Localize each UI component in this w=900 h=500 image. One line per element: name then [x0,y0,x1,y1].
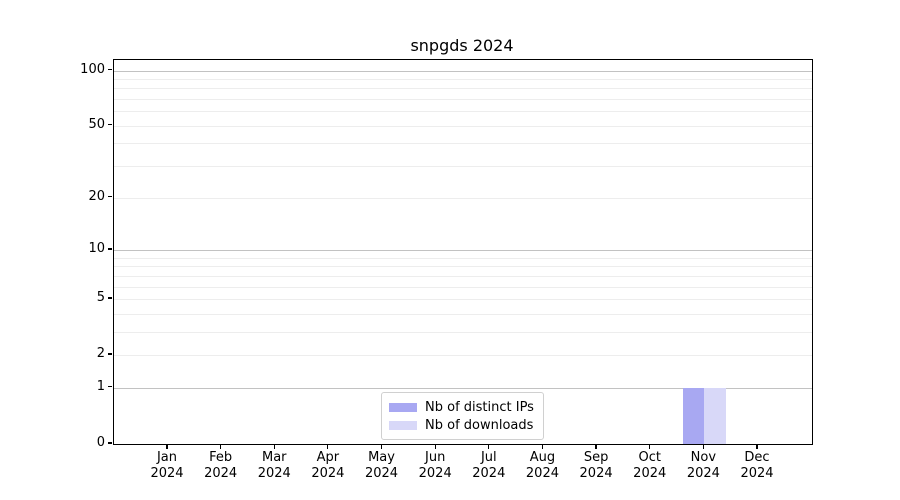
y-tick-label: 5 [96,289,105,305]
y-tick-mark [108,196,112,198]
y-tick-mark [108,68,112,71]
x-tick-mark [649,444,651,449]
x-tick-mark [702,444,704,449]
gridline-minor [114,313,812,315]
gridline-minor [114,298,812,300]
bar-nb-of-downloads [704,387,726,444]
legend-swatch [389,420,417,430]
gridline-decade [114,387,812,389]
x-tick-mark [541,444,544,449]
y-tick-label: 20 [88,188,105,204]
y-tick-label: 0 [96,435,105,450]
gridline-minor [114,99,812,101]
gridline-minor [114,143,812,145]
x-tick-label: Aug 2024 [525,450,559,481]
y-tick-label: 2 [96,346,105,362]
gridline-minor [114,197,812,199]
chart-title: snpgds 2024 [410,36,514,55]
y-tick-mark [108,248,112,250]
x-tick-label: Dec 2024 [740,450,774,481]
x-tick-mark [434,444,436,449]
legend: Nb of distinct IPs Nb of downloads [381,392,544,440]
y-tick-mark [108,124,112,126]
x-tick-label: Jul 2024 [472,450,506,481]
x-tick-label: Jun 2024 [418,450,452,481]
gridline-minor [114,257,812,259]
y-tick-mark [108,353,112,355]
legend-swatch [389,402,417,412]
gridline-minor [114,111,812,113]
x-tick-label: Oct 2024 [633,450,667,481]
y-tick-mark [108,442,112,444]
y-tick-mark [108,297,112,299]
gridline-decade [114,70,812,72]
gridline-minor [114,125,812,127]
x-tick-label: May 2024 [364,450,399,481]
y-tick-label: 1 [96,378,105,394]
x-tick-mark [380,444,383,449]
x-tick-label: Jan 2024 [150,450,184,481]
y-tick-label: 50 [88,116,105,132]
x-tick-mark [166,444,168,449]
x-tick-label: Apr 2024 [311,450,345,481]
y-tick-mark [108,386,112,388]
plot-area: Nb of distinct IPs Nb of downloads [113,59,813,445]
bar-nb-of-distinct-ips [682,387,705,444]
gridline-decade [114,249,812,251]
gridline-minor [114,275,812,277]
x-tick-mark [488,444,490,449]
gridline-minor [114,355,812,357]
x-tick-mark [327,444,329,449]
gridline-minor [114,166,812,168]
x-tick-label: Nov 2024 [686,450,720,481]
x-tick-mark [756,444,758,449]
y-tick-label: 10 [88,240,105,256]
gridline-minor [114,88,812,90]
gridline-minor [114,331,812,333]
y-tick-label: 100 [80,61,105,77]
legend-label: Nb of distinct IPs [425,399,534,415]
x-tick-mark [273,444,275,449]
x-tick-mark [220,444,222,449]
gridline-minor [114,266,812,268]
x-tick-mark [595,444,597,449]
x-tick-label: Feb 2024 [204,450,238,481]
x-tick-label: Sep 2024 [579,450,613,481]
gridline-minor [114,286,812,288]
x-tick-label: Mar 2024 [257,450,291,481]
legend-item: Nb of distinct IPs [389,398,536,416]
legend-item: Nb of downloads [389,416,536,434]
legend-label: Nb of downloads [425,417,534,433]
gridline-minor [114,78,812,80]
